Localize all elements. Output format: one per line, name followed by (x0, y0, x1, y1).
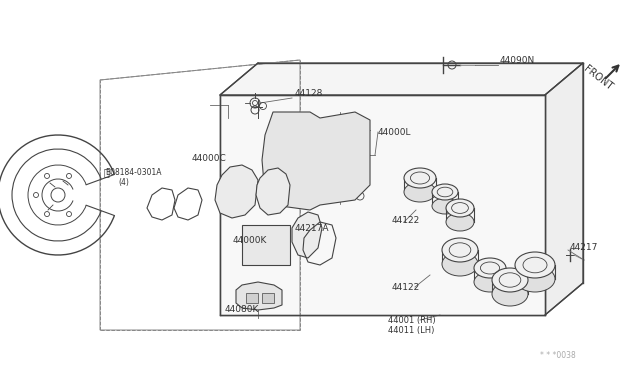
Text: 44011 (LH): 44011 (LH) (388, 326, 435, 334)
Ellipse shape (404, 168, 436, 188)
Polygon shape (262, 293, 274, 303)
Ellipse shape (442, 238, 478, 262)
Ellipse shape (492, 282, 528, 306)
Polygon shape (220, 95, 545, 315)
Text: * * *0038: * * *0038 (540, 350, 576, 359)
Polygon shape (545, 63, 583, 315)
Text: B08184-0301A: B08184-0301A (105, 167, 161, 176)
Polygon shape (246, 293, 258, 303)
Polygon shape (220, 95, 545, 315)
Text: 44000K: 44000K (233, 235, 268, 244)
Text: 44122: 44122 (392, 215, 420, 224)
Text: 44217: 44217 (570, 244, 598, 253)
Ellipse shape (446, 199, 474, 217)
Ellipse shape (442, 252, 478, 276)
Text: 44000L: 44000L (378, 128, 412, 137)
Polygon shape (292, 212, 322, 258)
Ellipse shape (474, 258, 506, 278)
Ellipse shape (515, 252, 555, 278)
Ellipse shape (515, 266, 555, 292)
Polygon shape (236, 282, 282, 310)
Ellipse shape (474, 272, 506, 292)
Text: 44128: 44128 (295, 89, 323, 97)
Text: 44122: 44122 (392, 283, 420, 292)
Ellipse shape (432, 184, 458, 200)
Text: 44090N: 44090N (500, 55, 535, 64)
Polygon shape (242, 225, 290, 265)
Polygon shape (220, 63, 583, 95)
Text: 44217A: 44217A (295, 224, 330, 232)
Text: Ⓑ: Ⓑ (103, 167, 109, 177)
Polygon shape (215, 165, 258, 218)
Ellipse shape (492, 268, 528, 292)
Text: 44080K: 44080K (225, 305, 259, 314)
Ellipse shape (446, 213, 474, 231)
Polygon shape (256, 168, 290, 215)
Text: 44001 (RH): 44001 (RH) (388, 315, 436, 324)
Ellipse shape (404, 182, 436, 202)
Ellipse shape (432, 198, 458, 214)
Text: FRONT: FRONT (582, 64, 614, 92)
Polygon shape (262, 112, 370, 210)
Text: 44000C: 44000C (192, 154, 227, 163)
Text: (4): (4) (118, 177, 129, 186)
